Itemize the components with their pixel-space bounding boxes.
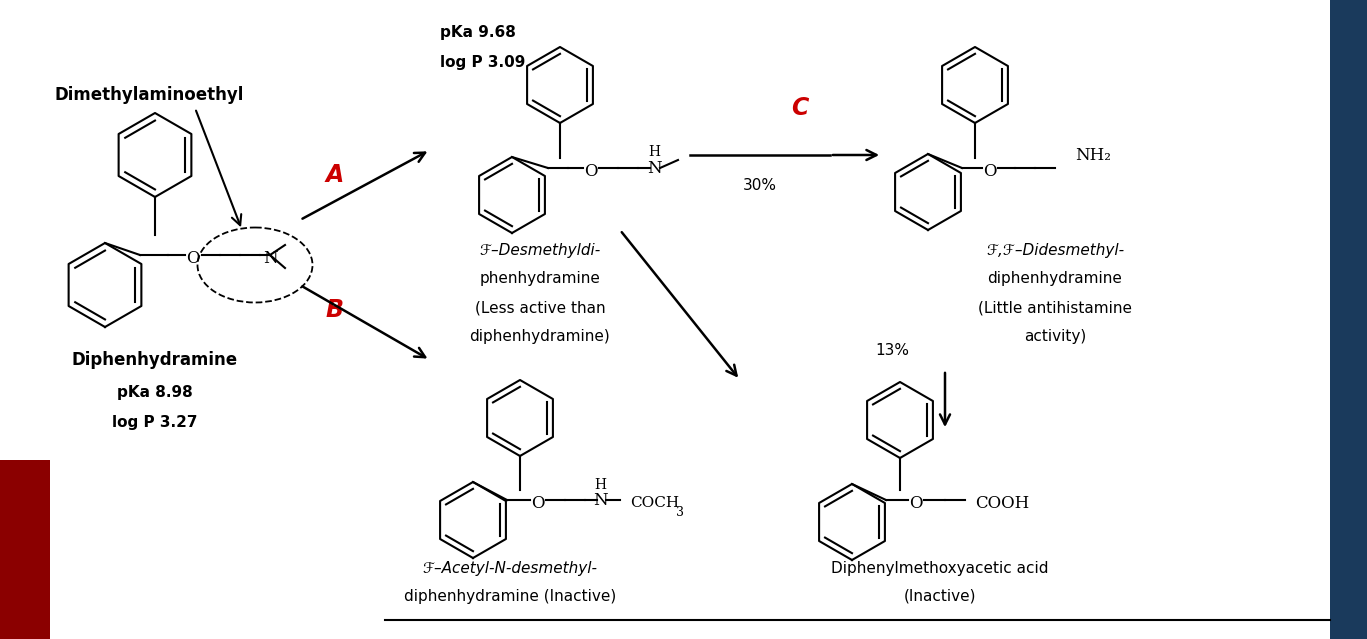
Text: O: O bbox=[584, 162, 597, 180]
Text: log P 3.09: log P 3.09 bbox=[440, 54, 525, 70]
Text: N: N bbox=[647, 160, 662, 176]
Text: ℱ–Desmethyldi-: ℱ–Desmethyldi- bbox=[480, 242, 600, 258]
Text: C: C bbox=[791, 96, 809, 120]
Text: 3: 3 bbox=[677, 505, 684, 518]
Text: COCH: COCH bbox=[630, 496, 679, 510]
Text: diphenhydramine): diphenhydramine) bbox=[470, 328, 611, 344]
Text: log P 3.27: log P 3.27 bbox=[112, 415, 198, 429]
Text: (Little antihistamine: (Little antihistamine bbox=[977, 300, 1132, 316]
Text: ℱ–Acetyl-N-desmethyl-: ℱ–Acetyl-N-desmethyl- bbox=[422, 560, 597, 576]
Text: activity): activity) bbox=[1024, 328, 1087, 344]
Text: Diphenylmethoxyacetic acid: Diphenylmethoxyacetic acid bbox=[831, 560, 1048, 576]
Text: 13%: 13% bbox=[875, 343, 909, 357]
Text: 30%: 30% bbox=[744, 178, 776, 192]
Text: pKa 8.98: pKa 8.98 bbox=[118, 385, 193, 399]
Text: diphenhydramine: diphenhydramine bbox=[987, 270, 1122, 286]
Text: NH₂: NH₂ bbox=[1074, 146, 1111, 164]
Text: O: O bbox=[186, 249, 200, 266]
Bar bbox=[0, 460, 51, 639]
Text: ℱ,ℱ–Didesmethyl-: ℱ,ℱ–Didesmethyl- bbox=[986, 242, 1124, 258]
Text: COOH: COOH bbox=[975, 495, 1029, 511]
Text: pKa 9.68: pKa 9.68 bbox=[440, 24, 515, 40]
Text: H: H bbox=[648, 145, 660, 159]
Text: H: H bbox=[595, 478, 606, 492]
Text: phenhydramine: phenhydramine bbox=[480, 270, 600, 286]
Text: O: O bbox=[909, 495, 923, 511]
Text: (Less active than: (Less active than bbox=[474, 300, 606, 316]
Text: B: B bbox=[325, 298, 344, 322]
Text: A: A bbox=[325, 163, 344, 187]
Text: N: N bbox=[593, 491, 607, 509]
Text: Diphenhydramine: Diphenhydramine bbox=[72, 351, 238, 369]
Text: O: O bbox=[983, 162, 997, 180]
Text: Dimethylaminoethyl: Dimethylaminoethyl bbox=[55, 86, 245, 104]
Text: diphenhydramine (Inactive): diphenhydramine (Inactive) bbox=[403, 589, 617, 603]
Bar bbox=[1330, 0, 1367, 639]
Text: N: N bbox=[262, 249, 278, 266]
Text: (Inactive): (Inactive) bbox=[904, 589, 976, 603]
Text: O: O bbox=[532, 495, 545, 511]
